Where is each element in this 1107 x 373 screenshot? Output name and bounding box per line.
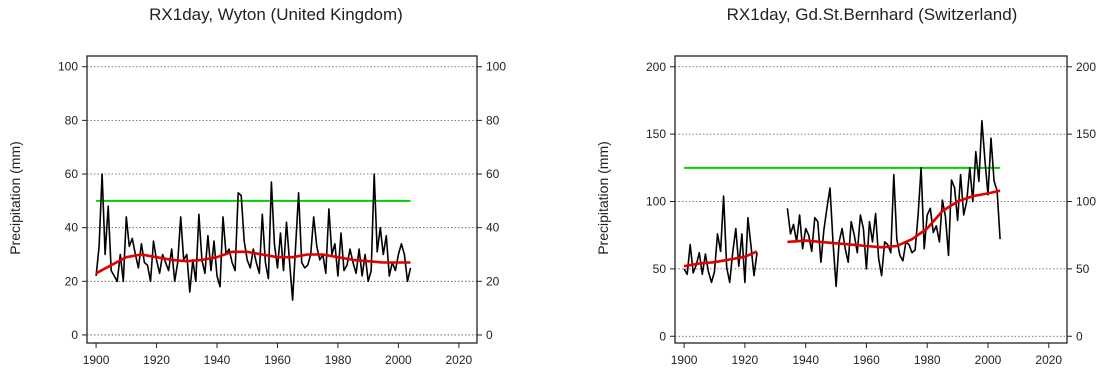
annual-max-line xyxy=(95,173,412,301)
y-tick-label: 40 xyxy=(65,221,79,235)
y-tick-label-right: 40 xyxy=(486,221,500,235)
chart-st-bernhard: RX1day, Gd.St.Bernhard (Switzerland) Pre… xyxy=(595,5,1096,367)
x-tick-label: 1900 xyxy=(671,353,698,367)
y-tick-label-right: 20 xyxy=(486,274,500,288)
smoothed-trend-line xyxy=(787,189,1001,249)
y-tick-label-right: 50 xyxy=(1076,262,1090,276)
x-tick-label: 2020 xyxy=(1035,353,1062,367)
y-tick-label: 20 xyxy=(65,274,79,288)
y-tick-label-right: 100 xyxy=(486,60,506,74)
y-tick-label-right: 150 xyxy=(1076,127,1096,141)
y-tick-label: 150 xyxy=(646,127,666,141)
x-tick-label: 1900 xyxy=(83,353,110,367)
x-tick-label: 1920 xyxy=(143,353,170,367)
y-tick-label: 80 xyxy=(65,113,79,127)
y-tick-label-right: 60 xyxy=(486,167,500,181)
plot-area xyxy=(674,55,1068,344)
y-tick-label: 200 xyxy=(646,60,666,74)
annual-max-line xyxy=(786,119,1001,288)
x-tick-label: 1980 xyxy=(325,353,352,367)
chart-marks: 0 0 50 50 100 100 150 150 200 200 1900 1920 1940 1960… xyxy=(646,60,1096,367)
x-tick-label: 2020 xyxy=(446,353,473,367)
y-tick-label-right: 100 xyxy=(1076,195,1096,209)
y-tick-label: 0 xyxy=(659,329,666,343)
y-axis-label: Precipitation (mm) xyxy=(595,141,611,255)
chart-wyton: RX1day, Wyton (United Kingdom) Precipita… xyxy=(7,5,506,367)
y-tick-label: 100 xyxy=(646,195,666,209)
y-tick-label-right: 200 xyxy=(1076,60,1096,74)
x-tick-label: 1920 xyxy=(732,353,759,367)
x-tick-label: 2000 xyxy=(385,353,412,367)
x-tick-label: 2000 xyxy=(975,353,1002,367)
smoothed-trend-line xyxy=(95,250,411,275)
chart-title: RX1day, Gd.St.Bernhard (Switzerland) xyxy=(727,5,1018,24)
y-tick-label: 60 xyxy=(65,167,79,181)
x-tick-label: 1960 xyxy=(853,353,880,367)
chart-title: RX1day, Wyton (United Kingdom) xyxy=(149,5,403,24)
y-tick-label-right: 0 xyxy=(486,328,493,342)
x-tick-label: 1980 xyxy=(914,353,941,367)
y-tick-label: 0 xyxy=(71,328,78,342)
y-tick-label: 50 xyxy=(653,262,667,276)
x-tick-label: 1960 xyxy=(264,353,291,367)
y-tick-label-right: 0 xyxy=(1076,329,1083,343)
x-tick-label: 1940 xyxy=(792,353,819,367)
y-tick-label-right: 80 xyxy=(486,113,500,127)
annual-max-line xyxy=(683,195,758,284)
plot-area xyxy=(86,55,478,344)
x-tick-label: 1940 xyxy=(204,353,231,367)
smoothed-trend-line xyxy=(683,250,758,268)
y-tick-label: 100 xyxy=(58,60,78,74)
y-axis-label: Precipitation (mm) xyxy=(7,141,23,255)
